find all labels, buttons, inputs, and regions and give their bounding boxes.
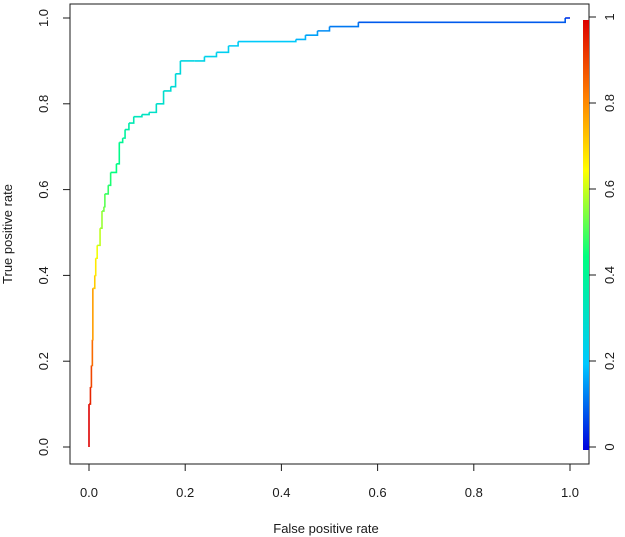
colorbar-axis: 0 0.2 0.4 0.6 0.8 1 [589, 13, 617, 451]
roc-segment [204, 52, 218, 58]
roc-segment [101, 206, 105, 212]
roc-curve [88, 17, 570, 447]
colorbar [583, 20, 589, 450]
roc-segment [100, 211, 103, 230]
x-tick-label: 0.8 [465, 485, 483, 500]
roc-segment [194, 56, 206, 62]
roc-segment [95, 245, 98, 260]
colorbar-tick-label: 0.4 [602, 266, 617, 284]
roc-segment [97, 228, 101, 247]
colorbar-tick-label: 0.6 [602, 180, 617, 198]
x-tick-label: 0.2 [176, 485, 194, 500]
roc-segment [104, 185, 110, 195]
y-tick-label: 0.6 [36, 181, 51, 199]
roc-segment [156, 90, 165, 105]
y-axis-label: True positive rate [0, 184, 15, 284]
y-axis: 0.0 0.2 0.4 0.6 0.8 1.0 [36, 9, 70, 456]
roc-segment [228, 41, 239, 47]
roc-segment [317, 26, 331, 32]
roc-segment [329, 22, 360, 28]
x-tick-label: 0.6 [369, 485, 387, 500]
roc-segment [125, 123, 130, 131]
roc-segment [108, 172, 112, 187]
x-axis-label: False positive rate [273, 521, 379, 536]
roc-segment [116, 142, 121, 165]
roc-segment [238, 39, 297, 43]
roc-segment [89, 386, 92, 405]
y-tick-label: 0.2 [36, 352, 51, 370]
roc-segment [170, 73, 177, 88]
roc-segment [163, 86, 172, 92]
colorbar-tick-label: 0 [602, 443, 617, 450]
roc-segment [149, 103, 158, 114]
plot-frame [69, 3, 590, 465]
roc-segment [119, 138, 124, 144]
x-axis: 0.0 0.2 0.4 0.6 0.8 1.0 [80, 464, 579, 500]
x-tick-label: 1.0 [561, 485, 579, 500]
roc-segment [103, 193, 106, 208]
roc-segment [295, 35, 307, 41]
roc-segment [90, 365, 93, 388]
roc-segment [91, 339, 94, 367]
roc-segment [141, 112, 150, 116]
x-tick-label: 0.4 [272, 485, 290, 500]
y-tick-label: 0.4 [36, 266, 51, 284]
colorbar-tick-label: 1 [602, 13, 617, 20]
roc-segment [175, 60, 182, 75]
roc-segment [110, 163, 118, 174]
colorbar-tick-label: 0.2 [602, 352, 617, 370]
roc-segment [122, 129, 126, 139]
y-tick-label: 0.8 [36, 95, 51, 113]
colorbar-tick-label: 0.8 [602, 94, 617, 112]
y-tick-label: 1.0 [36, 9, 51, 27]
roc-segment [94, 258, 97, 277]
roc-segment [358, 18, 566, 24]
y-tick-label: 0.0 [36, 438, 51, 456]
roc-segment [92, 275, 96, 290]
x-tick-label: 0.0 [80, 485, 98, 500]
roc-segment [133, 114, 143, 118]
roc-segment [216, 45, 230, 54]
roc-segment [305, 30, 319, 36]
roc-segment [128, 116, 135, 124]
